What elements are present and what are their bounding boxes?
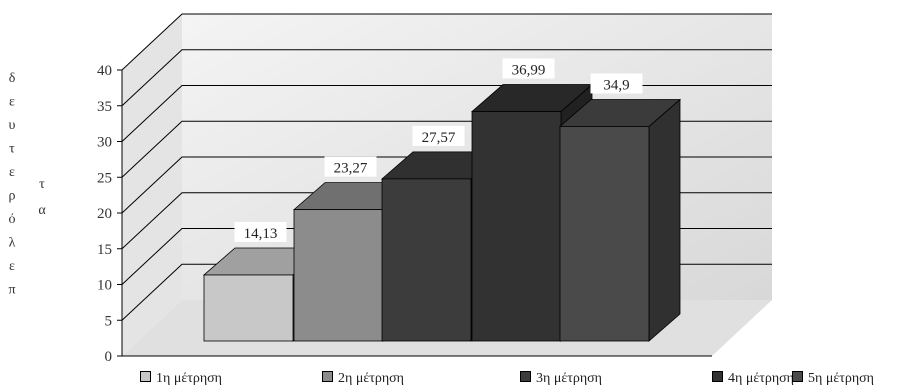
y-axis-label-char: ε [9,259,15,274]
bar-front [203,274,294,342]
y-tick-label: 0 [105,349,113,365]
data-label-bg [502,58,555,79]
legend-item-1: 1η μέτρηση [140,371,222,387]
data-label-text: 36,99 [512,63,546,79]
legend-item-4: 4η μέτρηση [712,371,794,387]
y-tick-label: 15 [97,242,112,258]
y-axis-label-char: ε [9,95,15,110]
legend-label-4: 4η μέτρηση [728,371,795,386]
y-tick-label: 5 [105,313,113,329]
bar-front [471,111,562,342]
y-tick-label: 10 [97,278,112,294]
data-label-text: 14,13 [244,226,278,242]
data-label-3: 27,57 [412,125,465,146]
gridline [121,13,772,71]
y-tick-label: 30 [97,135,112,151]
data-label-4: 36,99 [502,58,555,79]
legend-label-3: 3η μέτρηση [536,371,603,386]
y-axis-label-char: ε [9,165,15,180]
y-axis-label-char: υ [9,118,16,133]
data-label-1: 14,13 [234,221,287,242]
bar-side [648,98,681,342]
bars [202,83,682,342]
legend-item-5: 5η μέτρηση [792,371,874,387]
legend-item-2: 2η μέτρηση [322,371,404,387]
legend-swatch-5 [792,371,803,382]
data-labels: 14,13 23,27 27,57 36,99 34,9 [234,58,643,242]
y-axis-label-char: δ [9,71,16,86]
y-axis-label-char: ρ [9,189,16,204]
bar-front [559,126,650,342]
y-tick-label: 20 [97,206,112,222]
y-axis-label-char: τ [9,142,15,157]
legend-swatch-3 [520,371,531,382]
data-label-bg [234,221,287,242]
y-tick-label: 40 [97,63,112,79]
data-label-bg [590,73,643,94]
legend-swatch-1 [140,371,151,382]
gridline [121,49,772,107]
y-axis: 0 5 10 15 20 25 30 35 40 [97,63,712,365]
y-tick-label: 25 [97,170,112,186]
y-axis-label-char: λ [9,236,16,251]
data-label-5: 34,9 [590,73,643,94]
legend-label-1: 1η μέτρηση [156,371,223,386]
bar-5 [558,98,682,342]
data-label-text: 34,9 [603,77,629,93]
data-label-text: 23,27 [334,161,368,177]
y-axis-label-char: τ [39,177,45,192]
legend-swatch-4 [712,371,723,382]
bar-front [293,209,384,342]
bar-front [381,178,472,342]
legend: 1η μέτρηση 2η μέτρηση 3η μέτρηση 4η μέτρ… [0,371,912,391]
y-tick-label: 35 [97,99,112,115]
legend-item-3: 3η μέτρηση [520,371,602,387]
legend-label-5: 5η μέτρηση [808,371,875,386]
legend-label-2: 2η μέτρηση [338,371,405,386]
data-label-bg [324,156,377,177]
data-label-bg [412,125,465,146]
y-axis-label-char: π [8,283,15,298]
legend-swatch-2 [322,371,333,382]
data-label-text: 27,57 [422,130,456,146]
y-axis-label-char: α [38,203,46,218]
data-label-2: 23,27 [324,156,377,177]
y-axis-label-char: ό [9,212,16,227]
